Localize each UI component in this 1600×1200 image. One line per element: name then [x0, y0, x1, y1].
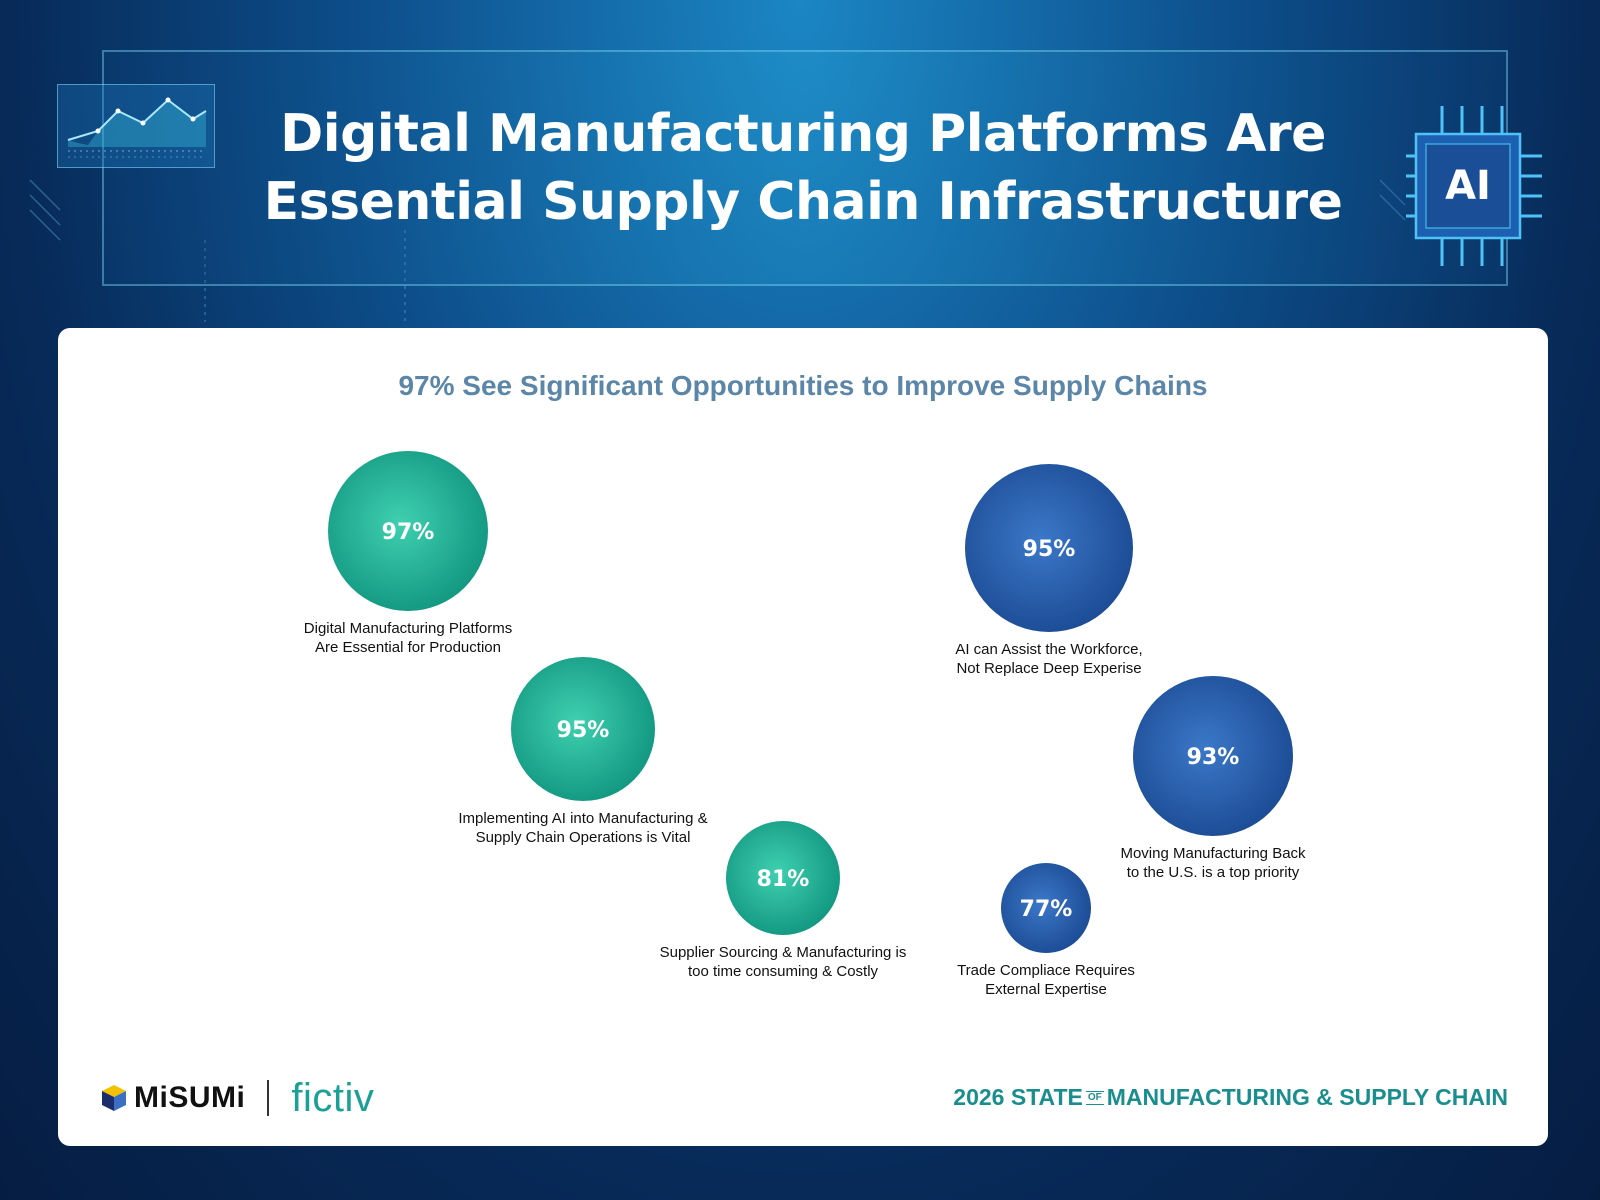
background-decoration — [29, 179, 1406, 322]
bubble-caption-line: Supply Chain Operations is Vital — [476, 829, 691, 846]
brand-logos: MiSUMi fictiv — [100, 1076, 374, 1120]
bubble-blue-3 — [1001, 863, 1091, 953]
bubble-value-label: 77% — [1020, 897, 1073, 922]
ai-chip-icon: AI — [1406, 106, 1574, 276]
misumi-cube-icon — [102, 1085, 126, 1111]
misumi-wordmark: MiSUMi — [134, 1081, 246, 1114]
bubble-caption-line: to the U.S. is a top priority — [1127, 864, 1300, 881]
bubble-value-label: 95% — [557, 718, 610, 743]
bubble-value-label: 95% — [1023, 537, 1076, 562]
bubble-blue-2 — [1133, 676, 1293, 836]
ai-chip-label: AI — [1445, 163, 1491, 209]
bubble-caption-line: AI can Assist the Workforce, — [955, 641, 1142, 658]
bubble-caption-line: Trade Compliace Requires — [957, 962, 1135, 979]
bubble-teal-3 — [726, 821, 840, 935]
report-title-of: OF — [1085, 1090, 1104, 1105]
bubble-teal-2 — [511, 657, 655, 801]
content-card: 97% See Significant Opportunities to Imp… — [58, 328, 1548, 1146]
bubble-caption-line: External Expertise — [985, 981, 1107, 998]
bubble-caption-line: Are Essential for Production — [315, 639, 501, 656]
bubble-chart: 97% Digital Manufacturing Platforms Are Es… — [304, 451, 1306, 998]
page-title: Digital Manufacturing Platforms Are Esse… — [102, 100, 1504, 236]
fictiv-wordmark: fictiv — [291, 1075, 375, 1120]
chart-subtitle: 97% See Significant Opportunities to Imp… — [398, 370, 1208, 401]
bubble-value-label: 93% — [1187, 745, 1240, 770]
report-title-part2: MANUFACTURING & SUPPLY CHAIN — [1106, 1084, 1508, 1110]
bubble-caption-line: Implementing AI into Manufacturing & — [458, 810, 707, 827]
page-title-line2: Essential Supply Chain Infrastructure — [263, 172, 1343, 232]
report-title: 2026 STATE OF MANUFACTURING & SUPPLY CHA… — [953, 1084, 1508, 1111]
bubble-teal-1 — [328, 451, 488, 611]
bubble-caption-line: Digital Manufacturing Platforms — [304, 620, 512, 637]
report-title-part1: 2026 STATE — [953, 1084, 1083, 1110]
bubble-value-label: 81% — [757, 867, 810, 892]
logo-divider — [267, 1080, 270, 1116]
bubble-caption-line: Supplier Sourcing & Manufacturing is — [660, 944, 907, 961]
bubble-value-label: 97% — [382, 520, 435, 545]
bubble-blue-1 — [965, 464, 1133, 632]
bubble-caption-line: too time consuming & Costly — [688, 963, 879, 980]
bubble-caption-line: Not Replace Deep Experise — [956, 660, 1141, 677]
page-title-line1: Digital Manufacturing Platforms Are — [280, 104, 1326, 164]
bubble-caption-line: Moving Manufacturing Back — [1120, 845, 1306, 862]
mini-line-chart-icon — [57, 84, 215, 168]
header-frame — [102, 50, 1508, 286]
misumi-logo: MiSUMi — [100, 1081, 245, 1115]
